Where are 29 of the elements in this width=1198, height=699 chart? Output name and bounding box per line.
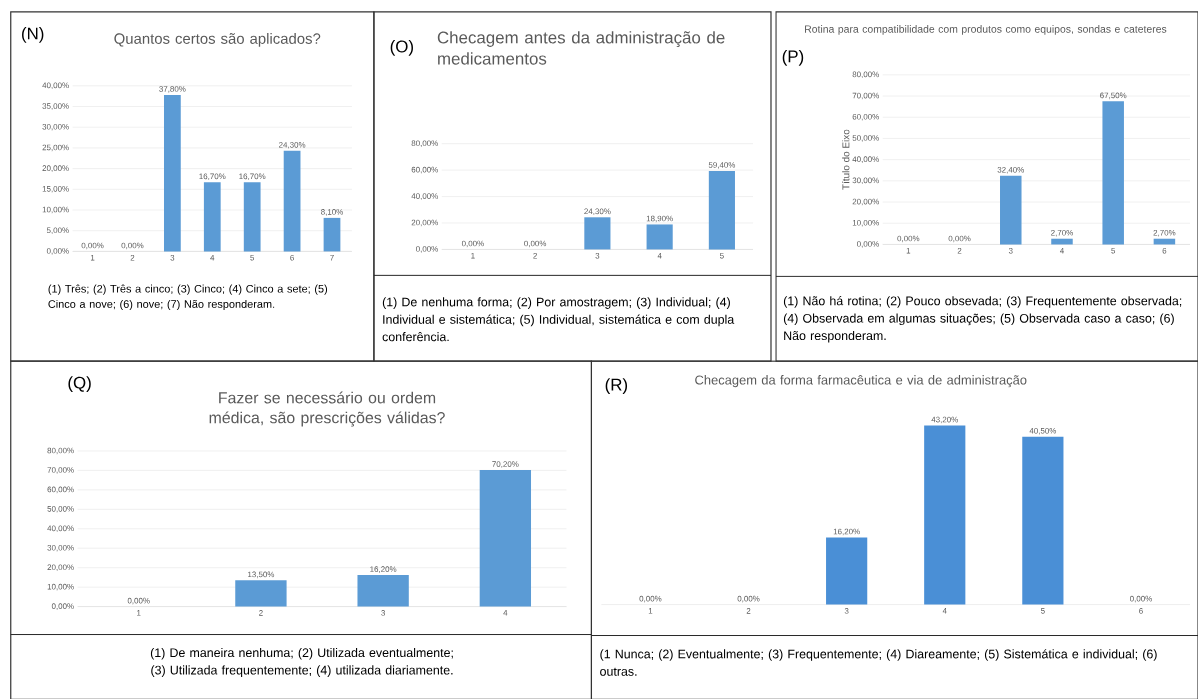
chart-title: Fazer se necessário ou ordem médica, são prescrições válidas? [209, 391, 445, 427]
text: (1) Três; (2) Três a cinco; (3) Cinco; (4) Cinco a sete; (5) Cinco a nove; (6) nove; (7) Não responderam. [48, 284, 328, 310]
text: (1) Não há rotina; (2) Pouco obsevada; (3) Frequentemente observada; (4) Observada em algumas situações; (5) Observada caso a caso; (6) Não responderam. [783, 295, 1182, 343]
bar [163, 94, 181, 252]
bar [479, 469, 532, 607]
bar [203, 182, 221, 252]
chart-title: Quantos certos são aplicados? [114, 32, 321, 47]
bar [646, 224, 673, 250]
bar [243, 182, 261, 252]
text: (1) De nenhuma forma; (2) Por amostragem; (3) Individual; (4) Individual e sistemática; (5) Individual, sistemática e com dupla conferência. [382, 297, 735, 342]
text: (1) De maneira nenhuma; (2) Utilizada eventualmente; (3) Utilizada frequentemente; (4) utilizada diariamente. [150, 647, 453, 677]
text: (1 Nunca; (2) Eventualmente; (3) Frequentemente; (4) Diareamente; (5) Sistemática e individual; (6) outras. [600, 648, 1157, 676]
bar [323, 217, 341, 252]
text: (R) [605, 378, 628, 394]
chart-title: Checagem da forma farmacêutica e via de administração [695, 374, 1027, 388]
chart-title: Checagem antes da administração de medicamentos [437, 30, 725, 65]
bar [357, 574, 409, 607]
y-axis-title: Título do Eixo [842, 129, 850, 190]
bar [708, 170, 735, 250]
text: (N) [22, 26, 44, 43]
chart-title: Rotina para compatibilidade com produtos como equipos, sondas e cateteres [805, 24, 1167, 35]
bar [235, 580, 287, 607]
bar [283, 150, 301, 252]
bar [1102, 101, 1124, 245]
text: (Q) [68, 376, 91, 392]
bar [584, 217, 611, 250]
bar [1000, 175, 1022, 245]
text: (P) [782, 49, 804, 66]
text: (O) [390, 39, 413, 56]
